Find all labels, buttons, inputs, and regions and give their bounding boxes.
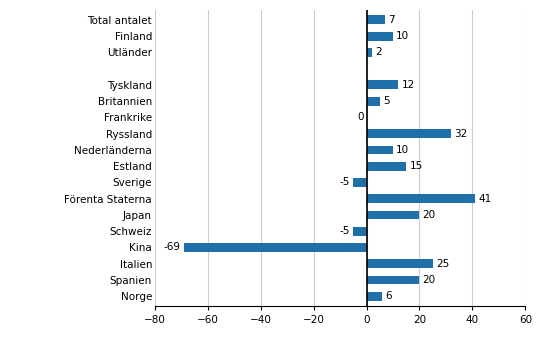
Bar bbox=[367, 292, 383, 301]
Bar bbox=[367, 194, 475, 203]
Text: -5: -5 bbox=[340, 177, 350, 187]
Bar bbox=[367, 32, 393, 41]
Text: 10: 10 bbox=[396, 145, 409, 155]
Bar bbox=[353, 227, 367, 236]
Bar bbox=[367, 210, 420, 219]
Bar bbox=[367, 129, 451, 138]
Text: 5: 5 bbox=[383, 96, 390, 106]
Bar bbox=[367, 48, 372, 57]
Bar bbox=[367, 97, 380, 106]
Text: 2: 2 bbox=[375, 48, 382, 57]
Bar bbox=[367, 81, 398, 89]
Bar bbox=[353, 178, 367, 187]
Text: 0: 0 bbox=[357, 113, 363, 122]
Text: 41: 41 bbox=[478, 194, 492, 204]
Text: 32: 32 bbox=[455, 129, 468, 139]
Bar bbox=[367, 16, 385, 24]
Bar bbox=[367, 146, 393, 154]
Bar bbox=[367, 275, 420, 285]
Bar bbox=[367, 259, 432, 268]
Bar bbox=[367, 162, 406, 171]
Text: 20: 20 bbox=[422, 210, 436, 220]
Text: -5: -5 bbox=[340, 226, 350, 236]
Text: 7: 7 bbox=[388, 15, 395, 25]
Text: 10: 10 bbox=[396, 31, 409, 41]
Bar bbox=[184, 243, 367, 252]
Text: 12: 12 bbox=[401, 80, 415, 90]
Text: 6: 6 bbox=[385, 291, 392, 301]
Text: -69: -69 bbox=[164, 242, 181, 253]
Text: 25: 25 bbox=[436, 259, 449, 269]
Text: 15: 15 bbox=[409, 161, 422, 171]
Text: 20: 20 bbox=[422, 275, 436, 285]
